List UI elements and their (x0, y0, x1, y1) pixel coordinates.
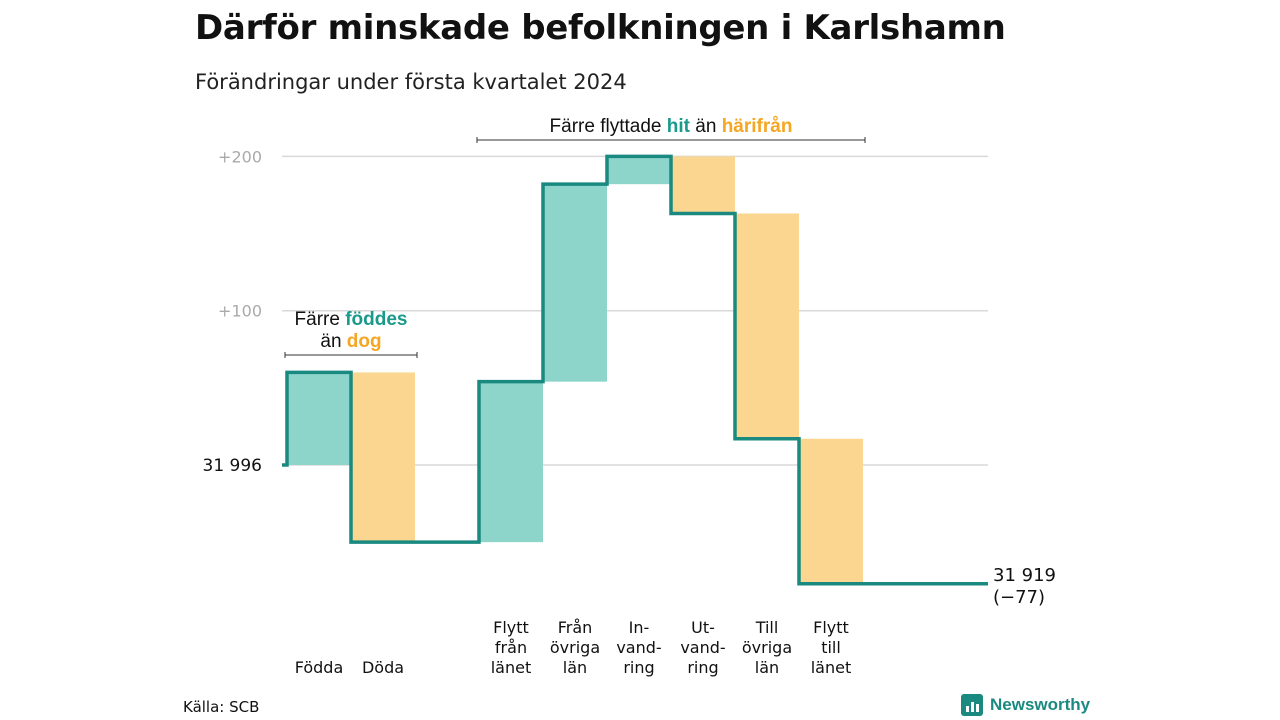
bar-chart-icon (961, 694, 983, 716)
annotation-segment: föddes (345, 309, 407, 330)
cumulative-step-line (282, 154, 988, 586)
end-change-label: (−77) (993, 587, 1045, 608)
annotation-segment: än (320, 331, 346, 352)
start-value-label: 31 996 (203, 456, 262, 476)
category-label: övriga (550, 638, 600, 657)
category-label: ring (623, 658, 654, 677)
waterfall-bar (351, 372, 415, 543)
annotation-segment: än (690, 116, 722, 137)
category-label: län (563, 658, 587, 677)
category-label: länet (491, 658, 532, 677)
annotation-segment: härifrån (722, 116, 793, 137)
annotation-text: Färre flyttade hit än härifrån (550, 116, 793, 137)
category-label: Till (755, 618, 779, 637)
category-label: från (495, 638, 527, 657)
waterfall-bar (287, 372, 351, 465)
annotation-segment: Färre (295, 309, 346, 330)
annotation-segment: dog (347, 331, 382, 352)
annotation-segment: Färre flyttade (550, 116, 667, 137)
category-label: Ut- (691, 618, 715, 637)
chart-title: Därför minskade befolkningen i Karlshamn (195, 8, 1006, 48)
annotation-segment: hit (667, 116, 691, 137)
category-label: län (755, 658, 779, 677)
category-label: Från (558, 618, 593, 637)
category-label: övriga (742, 638, 792, 657)
annotation-text: än dog (320, 331, 381, 352)
annotation-text: Färre föddes (295, 309, 408, 330)
waterfall-bar (479, 381, 543, 543)
waterfall-bar (607, 156, 671, 185)
category-label: länet (811, 658, 852, 677)
category-label: vand- (680, 638, 725, 657)
end-value-label: 31 919 (993, 565, 1056, 586)
y-tick-label: +100 (218, 302, 262, 321)
waterfall-bar (735, 213, 799, 439)
category-label: ring (687, 658, 718, 677)
newsworthy-logo: Newsworthy (961, 694, 1090, 716)
waterfall-bar (671, 156, 735, 214)
waterfall-bar (799, 438, 863, 584)
category-label: Födda (295, 658, 344, 677)
category-label: till (821, 638, 841, 657)
chart-subtitle: Förändringar under första kvartalet 2024 (195, 70, 627, 94)
y-tick-label: +200 (218, 147, 262, 166)
source-note: Källa: SCB (183, 698, 260, 716)
category-label: Flytt (493, 618, 529, 637)
category-label: Flytt (813, 618, 849, 637)
category-label: In- (629, 618, 650, 637)
category-label: vand- (616, 638, 661, 657)
waterfall-bar (543, 184, 607, 382)
brand-name: Newsworthy (990, 695, 1091, 714)
category-label: Döda (362, 658, 404, 677)
